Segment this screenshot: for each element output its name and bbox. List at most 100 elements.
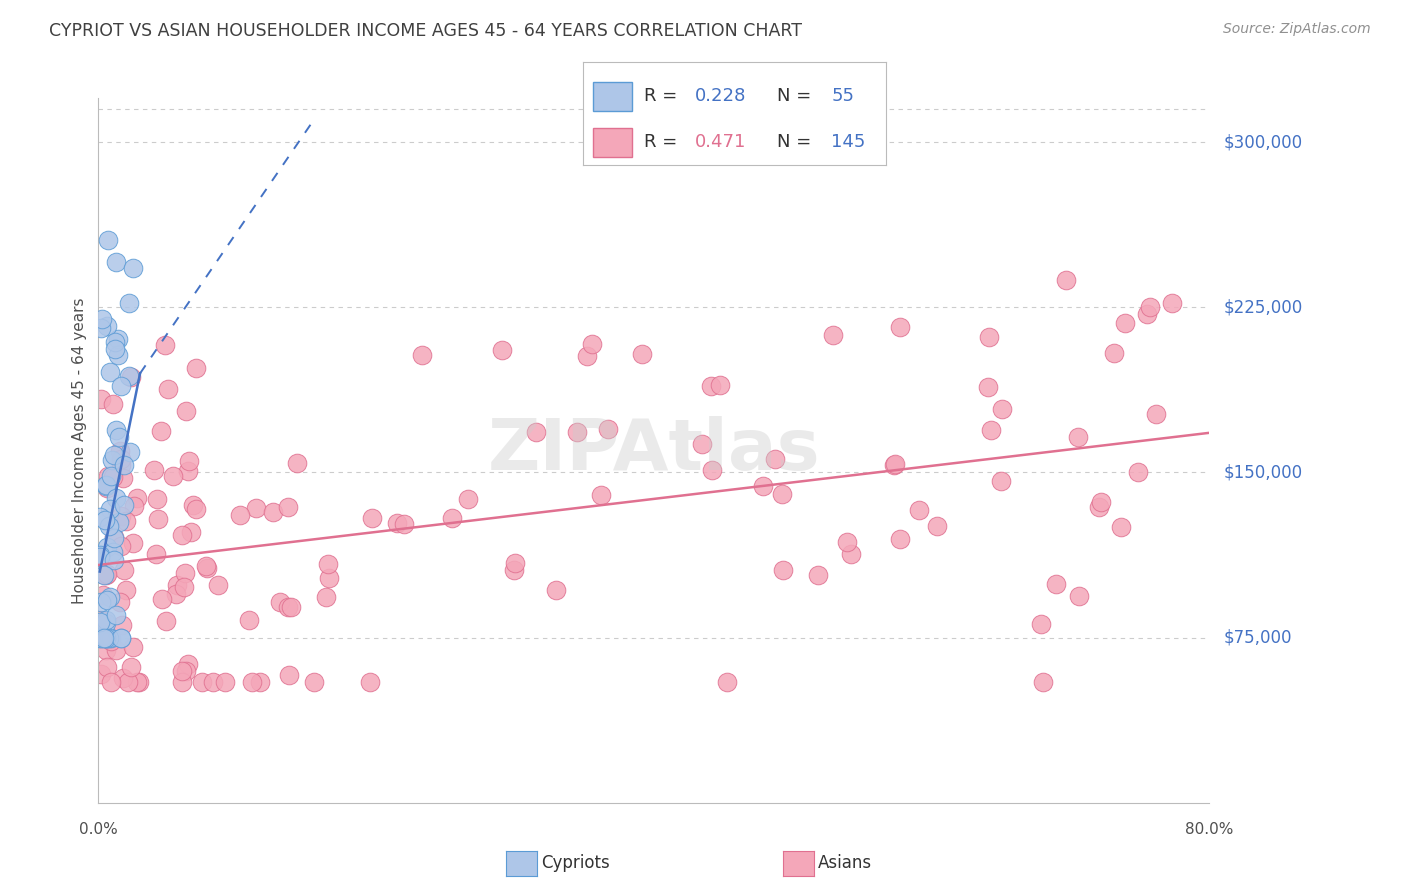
Point bbox=[148, 512, 170, 526]
Point bbox=[108, 516, 131, 530]
Point bbox=[100, 633, 122, 648]
Point bbox=[145, 492, 167, 507]
Point bbox=[1066, 430, 1088, 444]
Text: $300,000: $300,000 bbox=[1223, 133, 1302, 151]
Point bbox=[105, 607, 128, 622]
Point bbox=[93, 631, 115, 645]
Text: $225,000: $225,000 bbox=[1223, 298, 1302, 317]
Point bbox=[709, 378, 731, 392]
Point bbox=[93, 568, 115, 582]
Point bbox=[772, 563, 794, 577]
Text: CYPRIOT VS ASIAN HOUSEHOLDER INCOME AGES 45 - 64 YEARS CORRELATION CHART: CYPRIOT VS ASIAN HOUSEHOLDER INCOME AGES… bbox=[49, 22, 803, 40]
Point bbox=[1114, 316, 1136, 330]
Point bbox=[1088, 500, 1111, 514]
Point bbox=[173, 566, 195, 581]
Point bbox=[153, 337, 176, 351]
Point bbox=[112, 458, 135, 472]
Point bbox=[262, 505, 284, 519]
Point bbox=[100, 469, 122, 483]
Point bbox=[457, 492, 479, 507]
Point bbox=[98, 590, 121, 604]
Text: 80.0%: 80.0% bbox=[1185, 822, 1233, 838]
Point bbox=[990, 474, 1012, 488]
Point bbox=[839, 547, 862, 561]
Point bbox=[180, 524, 202, 539]
Point bbox=[238, 613, 260, 627]
Point bbox=[90, 566, 112, 581]
Point bbox=[229, 508, 252, 522]
Point bbox=[387, 516, 409, 531]
Text: ZIPAtlas: ZIPAtlas bbox=[488, 416, 820, 485]
Point bbox=[318, 557, 340, 571]
Point bbox=[162, 469, 184, 483]
Text: 0.228: 0.228 bbox=[696, 87, 747, 105]
Text: $150,000: $150,000 bbox=[1223, 464, 1302, 482]
Point bbox=[100, 674, 122, 689]
Point bbox=[170, 664, 193, 678]
Point bbox=[1045, 577, 1067, 591]
Point bbox=[94, 478, 117, 492]
Point bbox=[165, 587, 187, 601]
Point bbox=[1136, 307, 1159, 321]
Point bbox=[526, 425, 548, 440]
Point bbox=[110, 631, 132, 645]
Point bbox=[90, 613, 112, 627]
Point bbox=[94, 567, 117, 582]
Point bbox=[89, 509, 111, 524]
Point bbox=[976, 379, 998, 393]
Point bbox=[394, 516, 416, 531]
Point bbox=[315, 591, 337, 605]
Point bbox=[90, 392, 112, 406]
Point bbox=[752, 479, 775, 493]
Point bbox=[690, 437, 713, 451]
Point bbox=[96, 567, 118, 582]
Point bbox=[94, 479, 117, 493]
Point bbox=[122, 640, 145, 655]
Point bbox=[120, 659, 142, 673]
Point bbox=[1054, 272, 1077, 286]
Point bbox=[96, 481, 118, 495]
Point bbox=[575, 349, 598, 363]
Point bbox=[96, 631, 118, 645]
Point bbox=[90, 631, 112, 645]
Point bbox=[125, 491, 148, 505]
Point bbox=[108, 444, 131, 458]
Point bbox=[112, 498, 135, 512]
Point bbox=[835, 535, 858, 549]
Point bbox=[883, 458, 905, 472]
Point bbox=[120, 369, 142, 384]
Point bbox=[90, 595, 112, 609]
Point bbox=[277, 500, 299, 514]
Point bbox=[177, 464, 200, 478]
Point bbox=[100, 631, 122, 645]
Point bbox=[89, 548, 111, 562]
Text: Asians: Asians bbox=[818, 855, 872, 872]
Point bbox=[770, 487, 793, 501]
Point bbox=[90, 627, 112, 641]
Text: R =: R = bbox=[644, 134, 683, 152]
Point bbox=[108, 595, 131, 609]
Point bbox=[908, 502, 931, 516]
Point bbox=[191, 674, 214, 689]
Text: 55: 55 bbox=[831, 87, 855, 105]
Point bbox=[111, 671, 134, 685]
Point bbox=[93, 631, 115, 645]
Point bbox=[991, 401, 1014, 416]
Point bbox=[94, 513, 117, 527]
Point bbox=[359, 674, 381, 689]
Text: R =: R = bbox=[644, 87, 683, 105]
Point bbox=[546, 582, 568, 597]
Point bbox=[150, 592, 173, 607]
Point bbox=[155, 614, 177, 628]
Point bbox=[1139, 300, 1161, 314]
Point bbox=[94, 613, 117, 627]
Point bbox=[503, 563, 526, 577]
Point bbox=[589, 488, 612, 502]
Point bbox=[101, 470, 124, 484]
Point bbox=[91, 311, 114, 326]
Point bbox=[278, 668, 301, 682]
Point bbox=[186, 502, 208, 516]
Point bbox=[195, 561, 218, 575]
Point bbox=[977, 330, 1000, 344]
Point bbox=[269, 595, 291, 609]
